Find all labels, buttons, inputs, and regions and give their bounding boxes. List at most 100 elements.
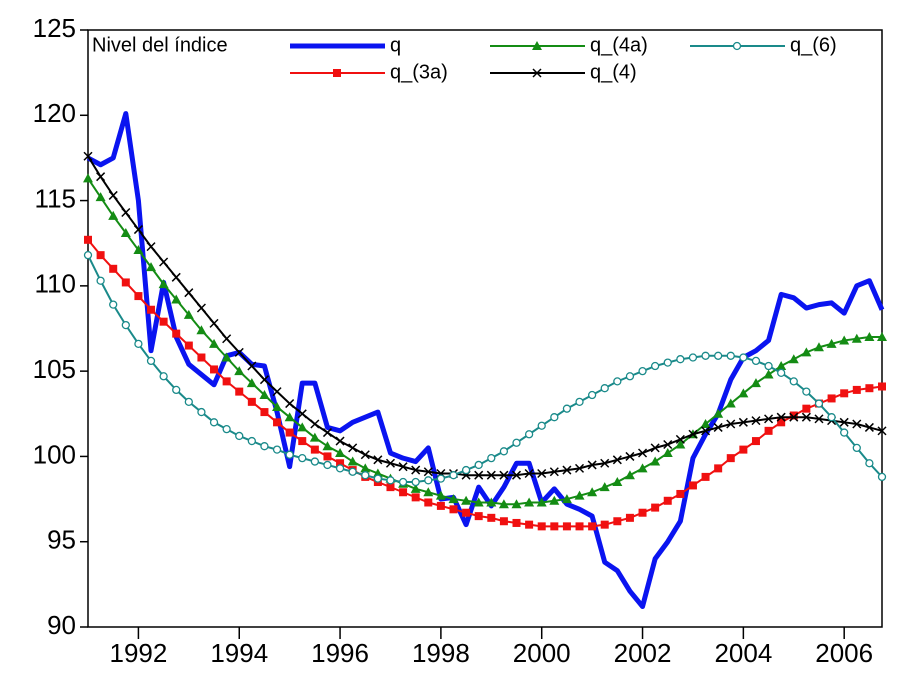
point-marker [96, 172, 106, 182]
y-tick-label: 110 [35, 269, 76, 299]
legend-marker [732, 41, 742, 51]
point-marker [298, 437, 307, 446]
point-marker [449, 471, 458, 480]
legend-marker [333, 69, 341, 77]
point-marker [688, 429, 698, 439]
point-marker [285, 428, 294, 437]
point-marker [625, 451, 635, 461]
point-marker [826, 338, 837, 348]
point-marker [196, 325, 207, 335]
point-marker [549, 467, 559, 477]
point-marker [802, 404, 811, 413]
y-tick-label: 120 [33, 98, 76, 128]
point-marker [284, 412, 295, 422]
point-marker [701, 472, 710, 481]
point-marker [789, 377, 798, 386]
point-marker [273, 418, 282, 427]
point-marker [600, 520, 609, 529]
point-marker [121, 278, 130, 287]
point-marker [209, 318, 219, 328]
chart-title: Nivel del índice [92, 34, 228, 56]
point-marker [840, 389, 849, 398]
point-marker [840, 428, 849, 437]
legend-label: q_(4) [590, 61, 637, 83]
point-marker [83, 151, 93, 161]
point-marker [650, 361, 660, 371]
point-marker [562, 404, 572, 413]
x-tick-label: 2000 [513, 638, 571, 668]
series-line [87, 254, 883, 484]
point-marker [373, 474, 383, 483]
point-marker [613, 517, 622, 526]
point-marker [512, 518, 521, 527]
point-marker [676, 489, 685, 498]
point-marker [637, 463, 648, 473]
point-marker [600, 458, 610, 468]
point-marker [221, 352, 232, 362]
point-marker [587, 487, 598, 497]
point-marker [839, 417, 849, 427]
point-marker [764, 414, 774, 424]
point-marker [235, 431, 244, 441]
point-marker [738, 388, 749, 398]
point-marker [121, 207, 131, 218]
point-marker [713, 408, 724, 418]
point-marker [714, 351, 723, 360]
point-marker [322, 428, 332, 438]
point-marker [777, 418, 786, 427]
point-marker [688, 481, 697, 490]
point-marker [209, 418, 219, 427]
point-marker [562, 465, 572, 475]
point-marker [864, 422, 874, 432]
point-marker [197, 407, 206, 417]
point-marker [373, 455, 383, 465]
point-marker [222, 377, 231, 386]
point-marker [688, 353, 698, 362]
point-marker [462, 508, 471, 517]
x-tick-label: 1992 [109, 638, 167, 668]
point-marker [385, 458, 396, 468]
series-line [87, 155, 883, 477]
point-marker [726, 454, 735, 463]
point-marker [348, 467, 357, 476]
point-marker [801, 347, 812, 357]
point-marker [473, 497, 484, 507]
point-marker [133, 245, 144, 255]
legend-marker [532, 68, 542, 78]
point-marker [172, 329, 181, 338]
point-marker [348, 443, 358, 453]
point-marker [134, 292, 143, 301]
point-marker [499, 447, 509, 456]
point-marker [599, 482, 610, 492]
point-marker [739, 445, 748, 454]
point-marker [209, 338, 220, 348]
point-marker [260, 442, 269, 451]
point-marker [147, 305, 156, 314]
point-marker [877, 332, 887, 342]
point-marker [600, 384, 609, 393]
point-marker [587, 460, 597, 470]
point-marker [323, 460, 332, 470]
legend-label: q_(3a) [390, 61, 448, 83]
point-marker [197, 353, 206, 362]
point-marker [260, 408, 269, 417]
point-marker [788, 354, 799, 364]
point-marker [739, 353, 748, 362]
point-marker [726, 351, 735, 360]
point-marker [801, 412, 811, 422]
point-marker [802, 387, 811, 396]
legend-label: q_(6) [790, 34, 837, 56]
point-marker [638, 366, 647, 376]
point-marker [536, 497, 547, 507]
point-marker [714, 464, 723, 473]
point-marker [474, 460, 483, 470]
point-marker [776, 412, 786, 422]
x-tick-label: 2004 [714, 638, 772, 668]
point-marker [550, 522, 559, 531]
point-marker [789, 411, 798, 420]
point-marker [235, 387, 244, 396]
point-marker [247, 361, 257, 371]
point-marker [839, 335, 850, 345]
point-marker [298, 453, 307, 463]
legend-label: q_(4a) [590, 34, 648, 56]
